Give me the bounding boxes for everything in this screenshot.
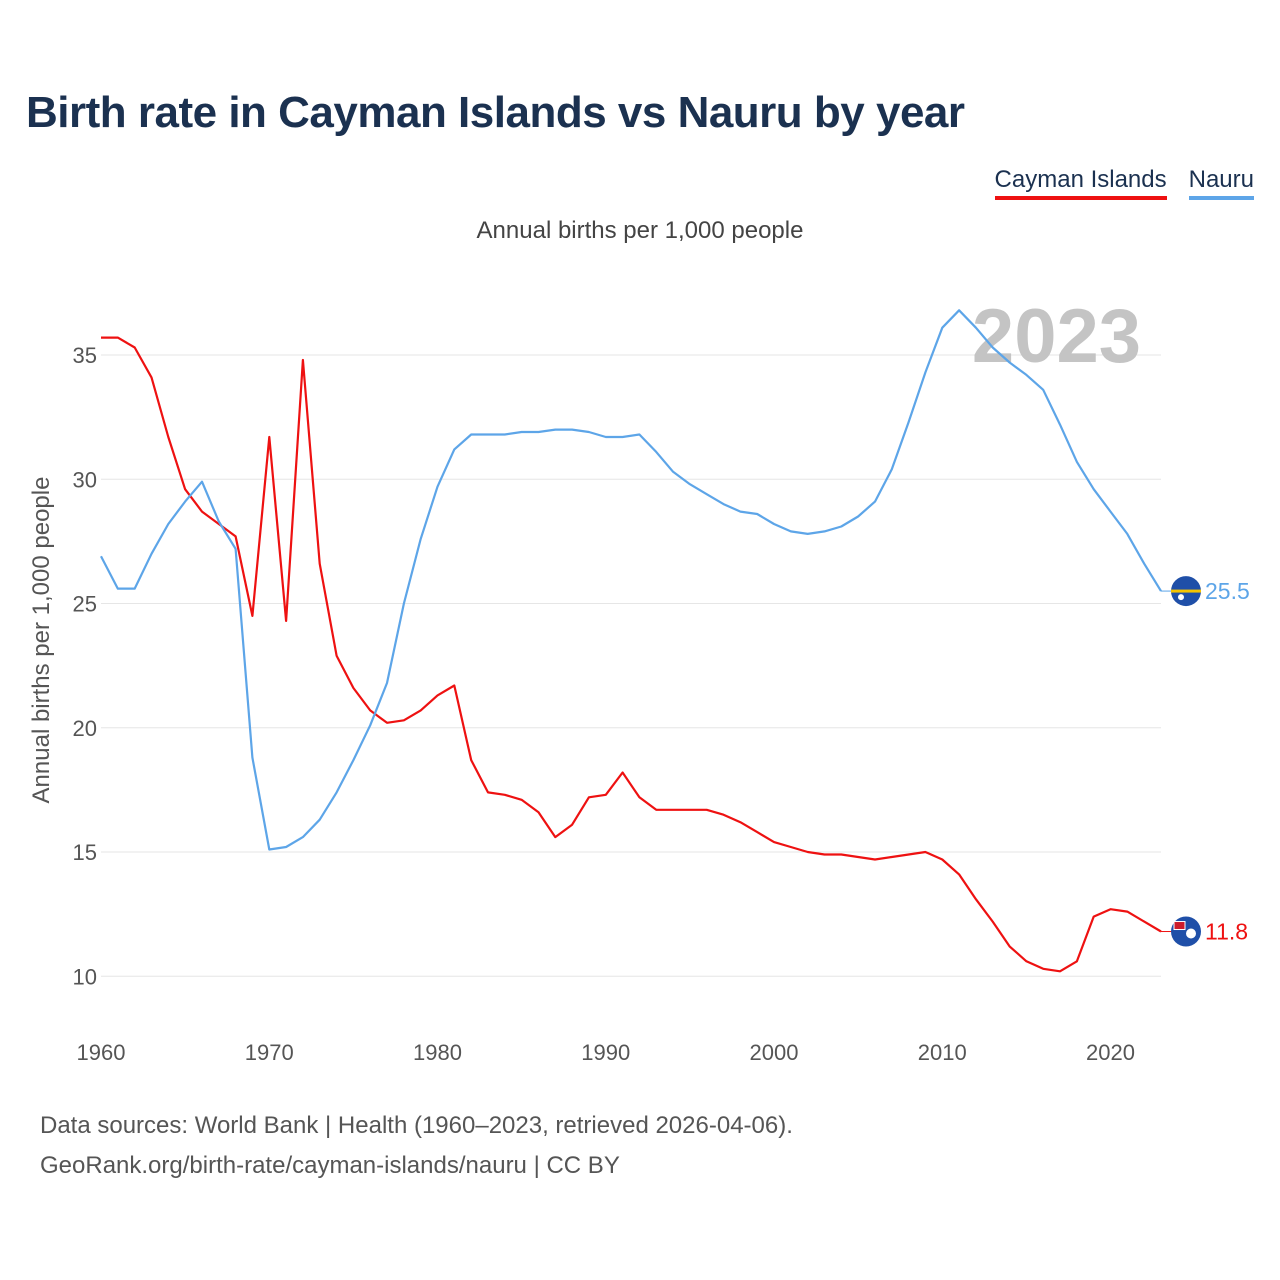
y-tick-label-35: 35 — [73, 343, 97, 368]
y-tick-label-15: 15 — [73, 840, 97, 865]
end-value-label-nauru: 25.5 — [1205, 578, 1250, 604]
flag-stripe-nauru — [1171, 589, 1201, 593]
x-tick-label-1990: 1990 — [581, 1040, 630, 1065]
x-tick-label-1980: 1980 — [413, 1040, 462, 1065]
series-line-cayman-islands — [101, 336, 1162, 973]
flag-star-icon-nauru — [1178, 594, 1184, 601]
x-tick-label-2000: 2000 — [750, 1040, 799, 1065]
chart-title: Birth rate in Cayman Islands vs Nauru by… — [26, 88, 965, 137]
y-tick-label-30: 30 — [73, 467, 97, 492]
year-label: 2023 — [972, 294, 1141, 379]
legend-item-nauru[interactable]: Nauru — [1188, 166, 1254, 200]
flag-union-jack-icon-cayman — [1173, 921, 1186, 931]
source-line-2[interactable]: GeoRank.org/birth-rate/cayman-islands/na… — [40, 1152, 620, 1179]
y-tick-label-10: 10 — [73, 964, 97, 989]
x-tick-label-2020: 2020 — [1086, 1040, 1135, 1065]
x-tick-label-2010: 2010 — [918, 1040, 967, 1065]
chart-subtitle: Annual births per 1,000 people — [476, 217, 804, 244]
y-tick-label-25: 25 — [73, 592, 97, 617]
series-line-nauru — [100, 309, 1162, 851]
source-line-1: Data sources: World Bank | Health (1960–… — [40, 1112, 793, 1139]
legend: Cayman Islands Nauru — [994, 166, 1254, 200]
y-tick-label-20: 20 — [73, 716, 97, 741]
x-tick-label-1970: 1970 — [245, 1040, 294, 1065]
source-notes: Data sources: World Bank | Health (1960–… — [40, 1106, 793, 1186]
legend-item-cayman-islands[interactable]: Cayman Islands — [994, 166, 1167, 200]
end-value-label-cayman-islands: 11.8 — [1205, 919, 1248, 945]
x-tick-label-1960: 1960 — [77, 1040, 126, 1065]
flag-crest-icon-cayman — [1186, 928, 1196, 939]
